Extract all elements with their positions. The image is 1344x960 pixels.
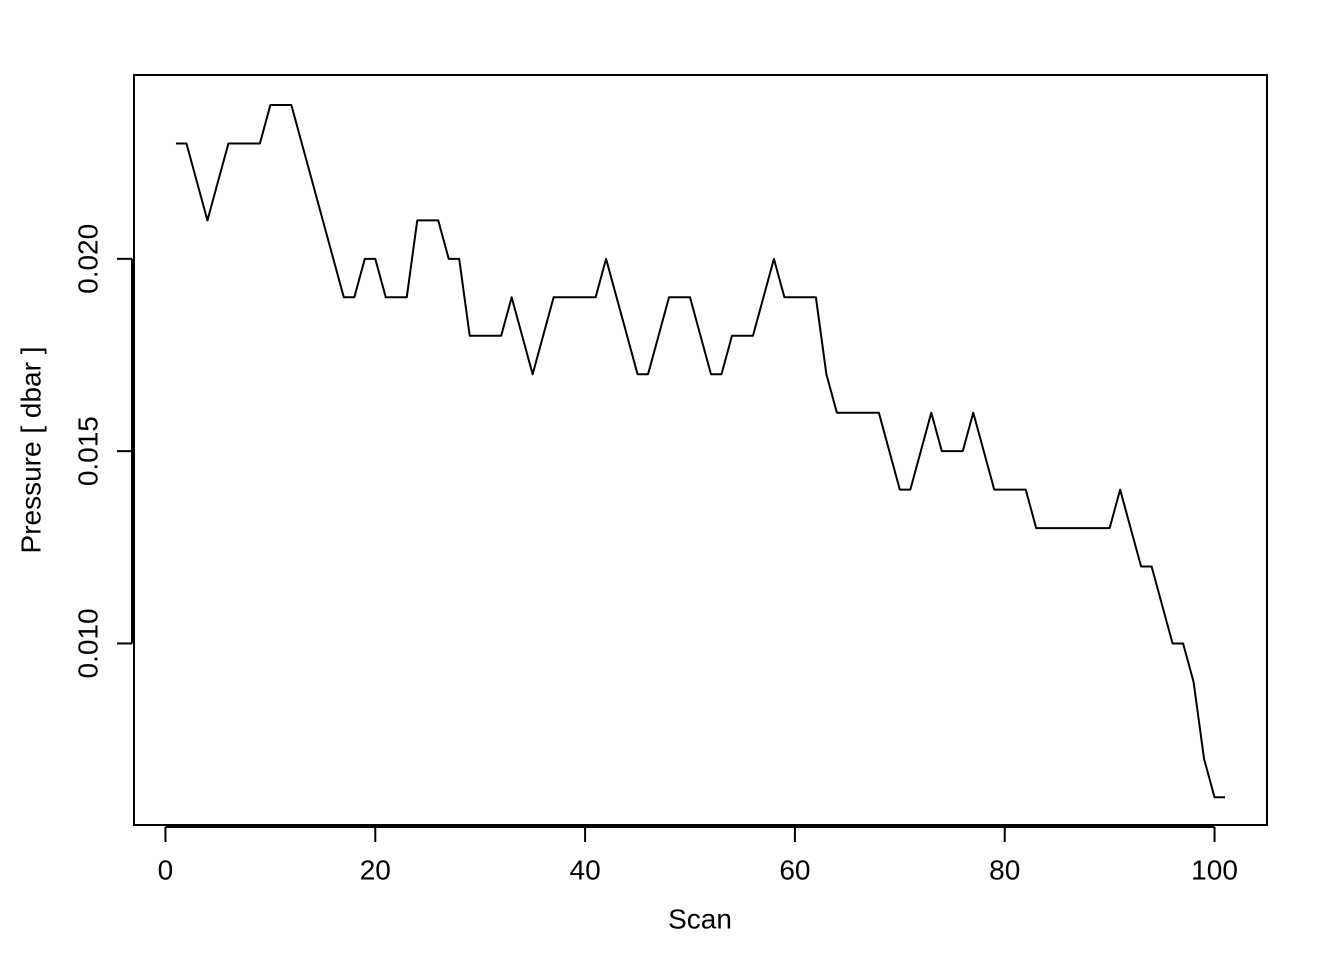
x-axis-label: Scan: [668, 903, 732, 934]
plot-frame: [133, 74, 1268, 826]
y-tick-label: 0.010: [72, 608, 103, 678]
x-tick-label: 100: [1191, 854, 1238, 885]
x-tick-label: 60: [779, 854, 810, 885]
y-tick-label: 0.015: [72, 416, 103, 486]
y-tick-label: 0.020: [72, 224, 103, 294]
x-tick-label: 0: [158, 854, 174, 885]
data-line: [175, 104, 1226, 799]
x-tick-label: 80: [989, 854, 1020, 885]
x-tick-label: 20: [360, 854, 391, 885]
x-tick-label: 40: [570, 854, 601, 885]
y-axis-label: Pressure [ dbar ]: [15, 347, 46, 554]
